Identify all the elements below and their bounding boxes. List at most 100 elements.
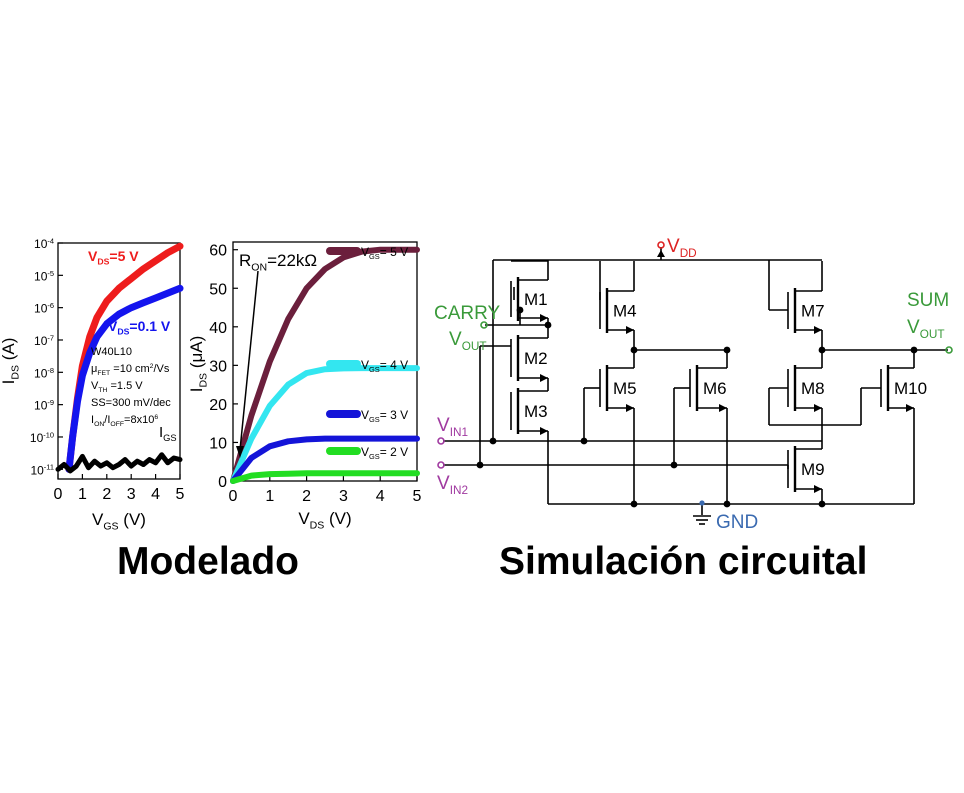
junction-dot	[476, 461, 484, 469]
transistor-label: M3	[524, 402, 548, 421]
junction-dot	[489, 437, 497, 445]
chart1-annotation-4: ION/IOFF=8x106	[91, 414, 158, 428]
transistor-arrow	[626, 326, 634, 334]
chart1-x-tick-label: 2	[102, 486, 111, 503]
transistor-arrow	[540, 314, 548, 322]
chart2-x-tick-label: 1	[265, 488, 274, 505]
chart2-y-tick-label: 30	[209, 358, 227, 375]
junction-dot	[910, 346, 918, 354]
transistor-arrow	[626, 404, 634, 412]
chart1-x-tick-label: 1	[78, 486, 87, 503]
chart1-y-tick-label: 10-8	[34, 366, 54, 381]
junction-dot	[630, 346, 638, 354]
transistor-label: M10	[894, 379, 927, 398]
chart1-y-tick-label: 10-10	[30, 430, 54, 445]
chart1-series-line-1	[65, 284, 184, 473]
chart1-series-label-vds5: VDS=5 V	[88, 248, 139, 267]
chart2-x-axis-label: VDS (V)	[298, 509, 351, 531]
chart1-x-tick-label: 4	[151, 486, 160, 503]
circuit-junctions	[437, 241, 953, 525]
transistor-label: M7	[801, 302, 825, 321]
transistor-label: M1	[524, 290, 548, 309]
transistor-arrow	[540, 374, 548, 382]
vin1-label: VIN1	[437, 415, 468, 439]
chart2-series	[230, 246, 420, 484]
chart2-x-tick-label: 3	[339, 488, 348, 505]
chart1-annotation-0: W40L10	[91, 346, 132, 358]
transistor-m2: M2	[510, 335, 548, 382]
chart1-frame	[57, 242, 181, 480]
chart2-y-tick-label: 50	[209, 281, 227, 298]
gnd-label: GND	[716, 512, 758, 533]
carry-label: CARRY	[434, 303, 500, 324]
junction-dot	[723, 500, 731, 508]
chart1-series	[55, 242, 184, 474]
sum-label: SUM	[907, 290, 949, 311]
chart1-y-tick-label: 10-9	[34, 398, 54, 413]
chart1-y-tick-label: 10-5	[34, 269, 54, 284]
chart2-y-tick-label: 10	[209, 435, 227, 452]
chart1-annotation-1: μFET =10 cm2/Vs	[91, 363, 170, 377]
transistor-arrow	[906, 404, 914, 412]
vin1-terminal	[437, 437, 445, 445]
chart2-frame	[232, 241, 418, 482]
chart1-x-axis-label: VGS (V)	[92, 510, 146, 532]
chart1-text: VGS (V) IDS (A) VDS=5 V VDS=0.1 V IGS W40L10 μ…	[0, 248, 177, 532]
chart1-axes	[57, 242, 181, 480]
transistor-m6: M6	[689, 365, 727, 412]
transistor-arrow	[814, 485, 822, 493]
transistor-label: M4	[613, 302, 637, 321]
chart2-y-axis-label: IDS (μA)	[187, 336, 209, 393]
chart2-series-line-3	[230, 470, 420, 484]
gnd-terminal	[699, 500, 705, 506]
transistor-m7: M7	[787, 288, 825, 334]
transistor-m5: M5	[599, 365, 637, 412]
chart2-series-line-0	[230, 246, 420, 484]
vdd-label: VDD	[667, 236, 697, 260]
vin2-terminal	[437, 461, 445, 469]
chart2-y-tick-label: 0	[218, 474, 227, 491]
chart2-ron-arrow	[239, 270, 259, 451]
chart1-annotation-3: SS=300 mV/dec	[91, 397, 171, 409]
chart1-y-tick-label: 10-4	[34, 236, 54, 251]
chart2-x-tick-label: 5	[413, 488, 422, 505]
chart2-x-tick-label: 4	[376, 488, 385, 505]
chart2-x-tick-label: 0	[229, 488, 238, 505]
transistor-m4: M4	[599, 288, 637, 334]
chart2-legend-label-2: VGS= 3 V	[361, 408, 408, 424]
chart1-series-label-vds01: VDS=0.1 V	[108, 318, 171, 337]
chart1-ticks: 0 1 2 3 4 5 10-4 10-5 10-6 10-7 10-8 10-9 10-10 10-11	[30, 236, 185, 503]
chart1-x-tick-label: 3	[127, 486, 136, 503]
chart2-ron-annotation: RON=22kΩ	[239, 251, 317, 273]
chart2-y-tick-label: 40	[209, 320, 227, 337]
transistor-label: M5	[613, 379, 637, 398]
chart2-legend-label-1: VGS= 4 V	[361, 358, 408, 374]
chart1-x-tick-label: 0	[54, 486, 63, 503]
transistor-m8: M8	[787, 365, 825, 412]
chart1-y-tick-label: 10-6	[34, 301, 54, 316]
chart1-y-tick-label: 10-11	[30, 463, 54, 478]
junction-dot	[516, 306, 524, 314]
chart2-text: VGS= 5 V VGS= 4 V VGS= 3 V VGS= 2 V RON=22kΩ…	[187, 245, 408, 531]
chart2-series-line-1	[230, 365, 420, 484]
chart2-axes	[232, 241, 418, 482]
transistor-arrow	[540, 427, 548, 435]
vdd-terminal	[657, 241, 665, 249]
chart1-series-label-igs: IGS	[159, 424, 177, 443]
chart1-series-line-2	[55, 452, 183, 474]
transistor-m1: M1	[510, 277, 548, 322]
transistor-label: M2	[524, 349, 548, 368]
circuit-transistors: M1 M2 M3 M4 M5 M6 M7 M8 M9 M10	[510, 277, 927, 493]
chart2-x-tick-label: 2	[302, 488, 311, 505]
transistor-label: M6	[703, 379, 727, 398]
chart2-y-tick-label: 20	[209, 397, 227, 414]
transistor-arrow	[814, 404, 822, 412]
junction-dot	[630, 500, 638, 508]
chart2-series-line-2	[230, 435, 420, 484]
junction-dot	[580, 437, 588, 445]
junction-dot	[544, 321, 552, 329]
vin2-label: VIN2	[437, 473, 468, 497]
